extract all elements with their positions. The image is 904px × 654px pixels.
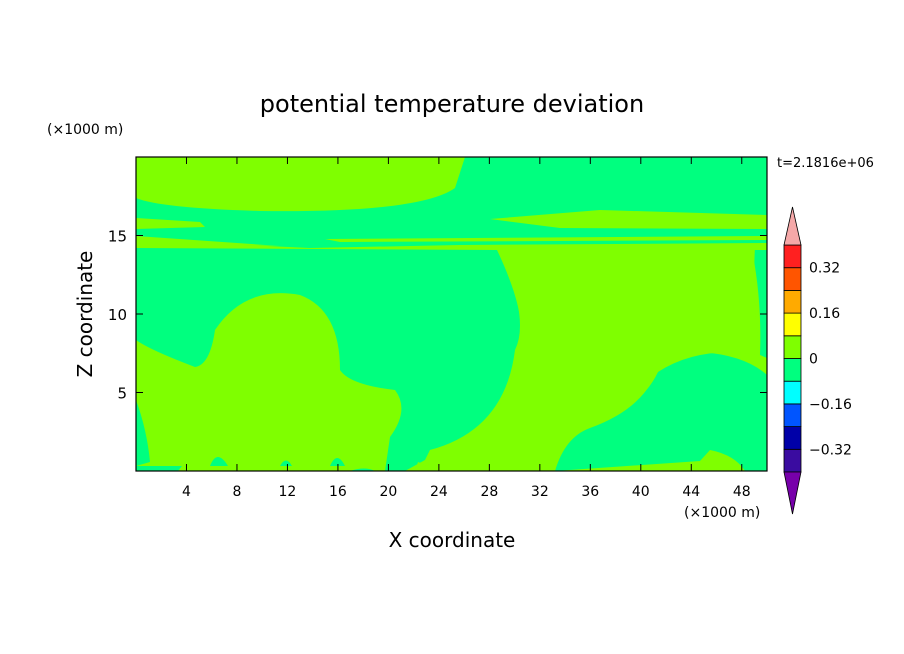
x-tick-label: 36 (581, 484, 599, 500)
time-label: t=2.1816e+06 (777, 156, 874, 171)
x-tick-marks (185, 157, 743, 471)
x-tick-label: 16 (329, 484, 347, 500)
colorbar-high-extend (783, 206, 802, 246)
left-dome-region (136, 248, 520, 471)
thin-band-1 (136, 236, 280, 246)
colorbar: 0.32 0.16 0 −0.16 −0.32 (783, 206, 852, 515)
colorbar-segment (783, 358, 802, 382)
x-tick-label: 48 (733, 484, 751, 500)
colorbar-segment (783, 448, 802, 473)
bottom-blobs (136, 457, 375, 471)
x-tick-label: 28 (480, 484, 498, 500)
positive-deviation-regions (136, 236, 767, 471)
y-tick-label: 10 (108, 306, 127, 324)
upper-band-region (136, 157, 767, 248)
y-tick-marks (136, 235, 767, 393)
x-tick-label: 40 (632, 484, 650, 500)
colorbar-low-extend (783, 471, 802, 515)
colorbar-segment (783, 403, 802, 427)
x-tick-label: 8 (232, 484, 241, 500)
colorbar-segment (783, 426, 802, 450)
x-axis-label: X coordinate (389, 528, 516, 552)
colorbar-segment (783, 267, 802, 291)
thin-band-2 (325, 236, 767, 242)
center-tongue (425, 247, 760, 471)
colorbar-segment (783, 335, 802, 359)
y-tick-label: 15 (108, 228, 127, 246)
y-unit-label: (×1000 m) (47, 122, 123, 138)
colorbar-label: 0 (809, 352, 818, 368)
left-edge-strip (136, 400, 150, 466)
y-axis-label: Z coordinate (73, 251, 97, 378)
chart-title: potential temperature deviation (260, 90, 644, 118)
x-tick-label: 24 (430, 484, 448, 500)
right-edge-strip (752, 250, 767, 358)
right-lower-region (555, 352, 767, 471)
colorbar-label: 0.32 (809, 261, 840, 277)
colorbar-label: −0.16 (809, 397, 852, 413)
colorbar-label: 0.16 (809, 306, 840, 322)
x-tick-label: 32 (531, 484, 549, 500)
colorbar-segment (783, 312, 802, 337)
x-tick-label: 4 (182, 484, 191, 500)
y-tick-label: 5 (117, 385, 127, 403)
x-unit-label: (×1000 m) (684, 505, 760, 521)
x-tick-label: 20 (379, 484, 397, 500)
bottom-patches (415, 454, 742, 471)
x-tick-label: 12 (279, 484, 297, 500)
colorbar-segment (783, 289, 802, 314)
colorbar-segment (783, 244, 802, 269)
x-tick-label: 44 (682, 484, 700, 500)
colorbar-segment (783, 380, 802, 405)
plot-area (135, 156, 768, 472)
negative-deviation-regions (136, 157, 767, 471)
colorbar-label: −0.32 (809, 442, 852, 458)
